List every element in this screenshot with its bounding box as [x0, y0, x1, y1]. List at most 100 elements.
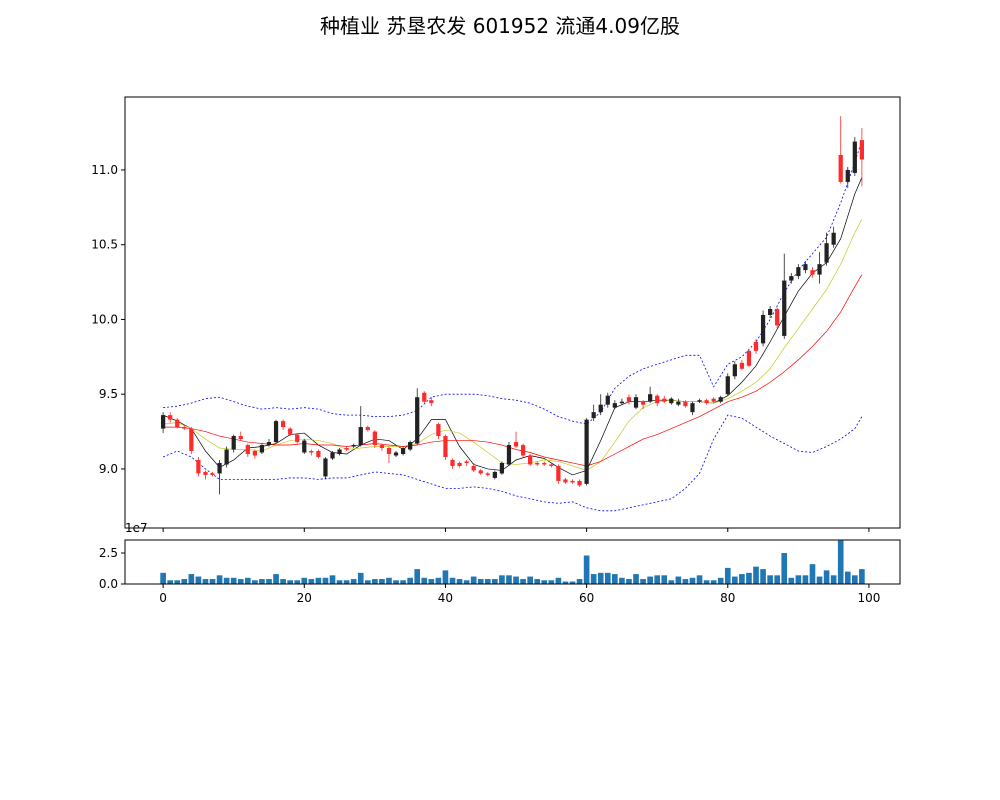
volume-bar — [626, 579, 632, 584]
candle-body — [160, 415, 166, 429]
candle-body — [182, 427, 187, 429]
candle-body — [344, 448, 349, 450]
candle-body — [725, 376, 730, 395]
candle-body — [280, 421, 286, 428]
volume-bar — [230, 577, 237, 584]
volume-bar — [470, 576, 477, 584]
volume-bar — [216, 575, 223, 584]
volume-bar — [188, 574, 195, 584]
candle-body — [824, 243, 829, 263]
line — [163, 139, 863, 425]
x-tick-label: 40 — [438, 591, 453, 605]
volume-bar — [329, 575, 336, 584]
volume-bar — [732, 576, 738, 584]
volume-bar — [364, 580, 371, 584]
volume-bar — [696, 575, 703, 584]
volume-bar — [576, 579, 583, 584]
candle-body — [520, 445, 526, 456]
candle-body — [316, 451, 321, 457]
volume-bar — [484, 579, 491, 584]
candle-body — [619, 401, 625, 404]
candle-body — [217, 462, 222, 474]
volume-bar — [590, 574, 597, 584]
volume-bar — [209, 579, 216, 584]
x-tick-label: 80 — [720, 591, 735, 605]
volume-bar — [710, 580, 717, 584]
volume-bar — [604, 572, 611, 584]
candle-body — [196, 459, 201, 474]
candle-body — [803, 264, 808, 271]
candle-body — [457, 462, 462, 466]
volume-bar — [703, 580, 710, 584]
volume-bar — [421, 577, 428, 584]
candle-body — [584, 419, 589, 484]
volume-bar — [350, 579, 357, 584]
volume-bar — [160, 572, 166, 584]
candle-body — [393, 452, 399, 456]
volume-bar — [689, 577, 696, 584]
candle-body — [697, 400, 702, 402]
volume-bar — [372, 579, 378, 584]
volume-bar — [816, 576, 823, 584]
candle-body — [669, 398, 674, 404]
x-tick-label: 0 — [159, 591, 167, 605]
line — [163, 219, 863, 471]
candle-body — [718, 397, 723, 402]
volume-bar — [795, 575, 802, 584]
volume-bar — [492, 579, 498, 584]
candle-body — [499, 462, 505, 474]
volume-bar — [746, 572, 752, 584]
candle-body — [810, 270, 815, 275]
candle-body — [302, 440, 307, 453]
volume-bar — [477, 579, 484, 584]
candle-body — [231, 436, 236, 450]
volume-bar — [837, 540, 844, 584]
candle-body — [605, 395, 610, 405]
candle-body — [436, 424, 441, 437]
candle-body — [782, 280, 787, 336]
candle-body — [598, 404, 603, 413]
chart-title: 种植业 苏垦农发 601952 流通4.09亿股 — [320, 14, 680, 38]
volume-bar — [386, 577, 392, 584]
x-tick-label: 100 — [857, 591, 880, 605]
volume-bar — [294, 580, 301, 584]
candle-body — [542, 462, 547, 465]
y-tick-label: 10.5 — [91, 238, 118, 252]
volume-bar — [569, 581, 576, 584]
candle-body — [577, 480, 582, 486]
volume-bar — [548, 580, 555, 584]
candle-body — [570, 480, 575, 483]
candle-body — [739, 362, 745, 369]
volume-bar — [343, 580, 350, 584]
volume-bar — [202, 579, 209, 584]
candle-body — [203, 471, 208, 475]
volume-bar — [273, 574, 279, 584]
volume-bar — [724, 567, 731, 584]
candle-body — [408, 442, 413, 450]
candle-body — [746, 350, 752, 366]
volume-bar — [802, 575, 809, 584]
candle-body — [358, 427, 363, 446]
candle-body — [640, 401, 646, 405]
candle-body — [422, 392, 427, 402]
candle-body — [379, 445, 385, 449]
volume-bar — [407, 577, 413, 584]
candle-body — [351, 445, 356, 447]
y-tick-label: 10.0 — [91, 312, 118, 326]
candle-body — [471, 465, 476, 471]
axis-offset-label: 1e7 — [125, 521, 148, 535]
line — [163, 274, 863, 467]
candle-body — [168, 415, 173, 420]
candle-body — [400, 448, 406, 454]
volume-bar — [774, 575, 781, 584]
candle-body — [789, 276, 794, 281]
volume-bar — [244, 577, 251, 584]
candle-body — [443, 436, 448, 457]
candle-body — [796, 267, 801, 277]
volume-bar — [830, 575, 837, 584]
candle-body — [683, 401, 688, 407]
candle-body — [556, 465, 561, 481]
volume-bar — [781, 553, 788, 584]
volume-bar — [181, 579, 188, 584]
volume-bar — [682, 579, 689, 584]
